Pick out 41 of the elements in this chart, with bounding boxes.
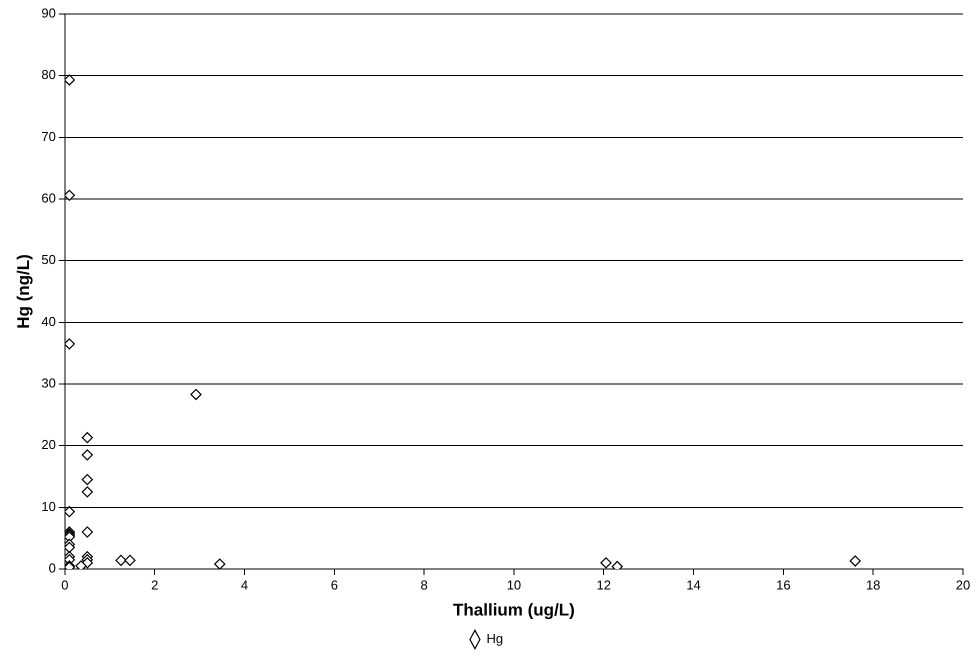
y-tick-label: 70 xyxy=(41,128,56,144)
point xyxy=(124,554,136,566)
x-tick-label: 6 xyxy=(330,577,338,592)
point xyxy=(214,558,226,569)
x-tick-label: 0 xyxy=(61,577,68,592)
y-tick-label: 80 xyxy=(41,67,56,82)
legend-label: Hg xyxy=(486,631,504,646)
x-tick-label: 10 xyxy=(506,577,522,592)
point xyxy=(64,74,75,86)
point xyxy=(64,338,75,350)
y-axis-title: Hg (ng/L) xyxy=(14,254,33,329)
point xyxy=(82,526,93,538)
x-tick-label: 12 xyxy=(596,577,611,592)
y-tick-label: 40 xyxy=(41,314,56,329)
point xyxy=(82,474,93,486)
x-tick-label: 16 xyxy=(776,577,791,592)
x-tick-label: 4 xyxy=(240,577,248,592)
y-tick-label: 60 xyxy=(41,190,56,206)
x-tick-label: 8 xyxy=(420,577,428,592)
y-tick-label: 50 xyxy=(41,252,56,268)
point xyxy=(64,190,75,201)
point xyxy=(82,432,93,444)
y-tick-label: 10 xyxy=(41,498,56,514)
y-tick-label: 20 xyxy=(41,437,56,452)
point xyxy=(82,449,93,461)
point xyxy=(190,388,202,400)
y-tick-label: 90 xyxy=(41,6,56,21)
point xyxy=(850,555,861,567)
point xyxy=(75,560,87,569)
point xyxy=(600,557,612,568)
x-tick-label: 20 xyxy=(956,577,970,592)
point xyxy=(115,554,127,566)
y-tick-label: 0 xyxy=(48,560,56,576)
x-tick-label: 14 xyxy=(686,577,701,592)
x-axis-title: Thallium (ug/L) xyxy=(453,600,575,620)
point xyxy=(64,542,75,554)
x-tick-label: 2 xyxy=(151,577,158,592)
point xyxy=(82,486,93,498)
x-tick-label: 18 xyxy=(866,577,880,592)
point xyxy=(64,506,75,518)
y-tick-label: 30 xyxy=(41,376,56,391)
